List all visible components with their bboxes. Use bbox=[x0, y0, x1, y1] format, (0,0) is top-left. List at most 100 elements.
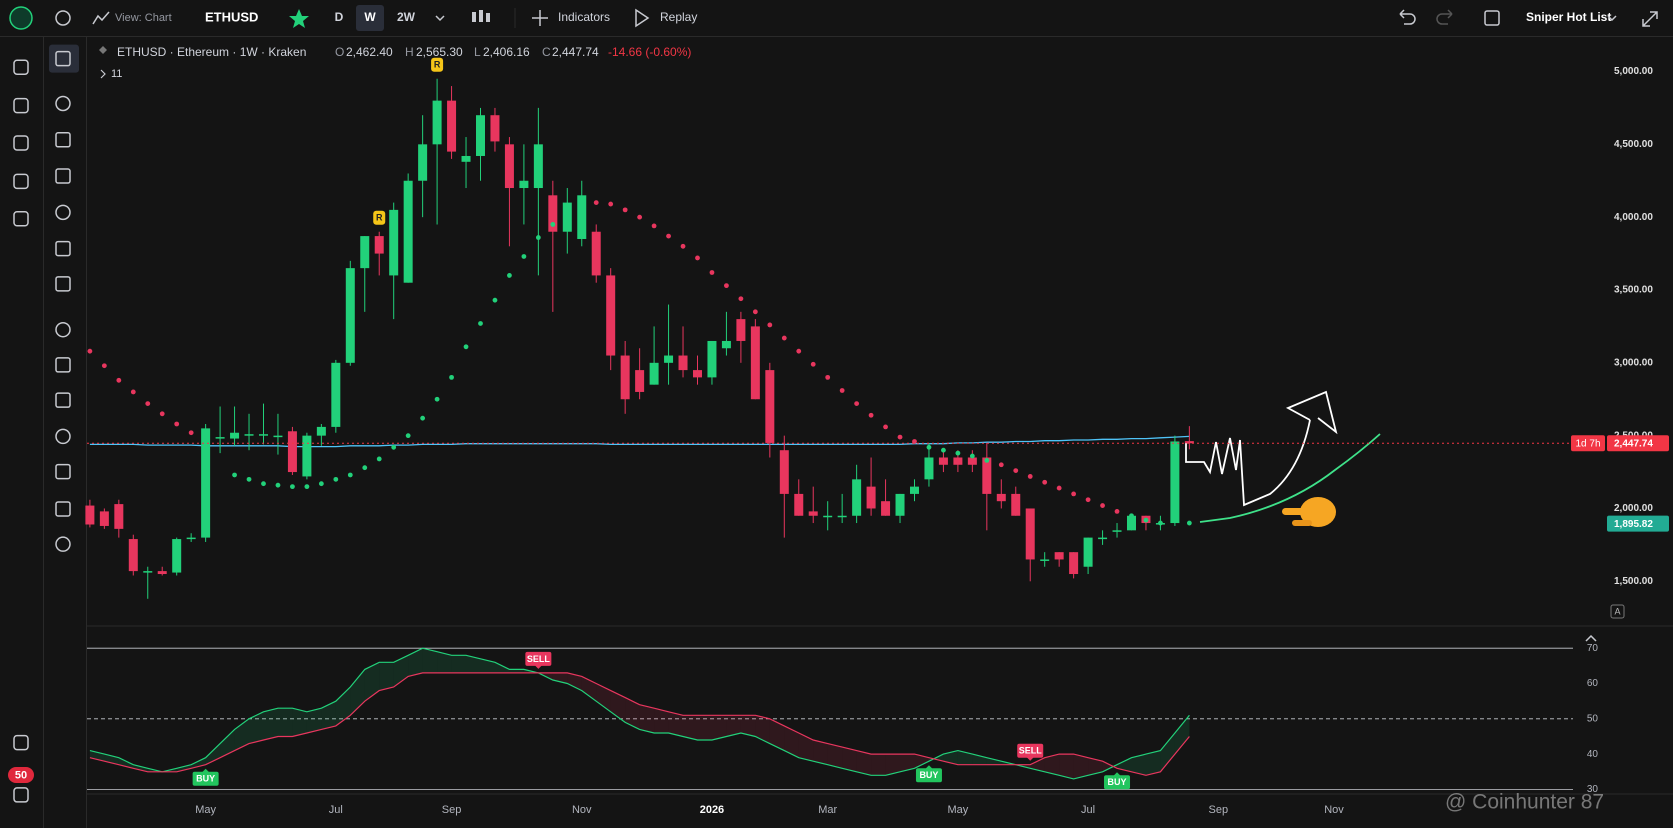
indicator-fill bbox=[871, 754, 886, 776]
sar-dot bbox=[695, 255, 700, 261]
candle-body bbox=[721, 340, 731, 349]
expand-indicators[interactable] bbox=[100, 69, 106, 79]
drawing-tool-button[interactable] bbox=[55, 204, 71, 221]
candle-body bbox=[678, 355, 688, 371]
indicator-fill bbox=[321, 701, 336, 730]
drawing-tool-button[interactable] bbox=[55, 95, 71, 112]
y-tick-label: 3,500.00 bbox=[1614, 285, 1653, 296]
auto-scale-button[interactable] bbox=[1610, 604, 1625, 619]
signal-text: SELL bbox=[527, 654, 551, 664]
drawing-tool-button[interactable] bbox=[55, 428, 71, 445]
sar-dot bbox=[781, 335, 787, 341]
sar-dot bbox=[449, 374, 454, 380]
signal-badge bbox=[1104, 775, 1131, 790]
indicator-fill bbox=[422, 648, 438, 673]
candle-body bbox=[577, 195, 587, 240]
indicator-fill bbox=[712, 715, 727, 740]
sar-dot bbox=[955, 450, 961, 456]
candle-body bbox=[1083, 537, 1093, 567]
drawing-tool-button[interactable] bbox=[55, 463, 71, 480]
sar-dot bbox=[1027, 474, 1033, 479]
drawing-tool-button[interactable] bbox=[55, 357, 71, 373]
fullscreen-button[interactable] bbox=[1642, 11, 1658, 27]
drawing-tool-button[interactable] bbox=[55, 132, 71, 148]
sidebar-button[interactable] bbox=[13, 173, 29, 190]
candle-body bbox=[418, 144, 428, 181]
settings-button[interactable] bbox=[55, 10, 71, 26]
drawing-arrow bbox=[1285, 390, 1338, 435]
drawing-tool-button[interactable] bbox=[55, 240, 71, 257]
indicator-fill bbox=[842, 747, 857, 772]
drawing-tool-button[interactable] bbox=[55, 536, 71, 552]
sar-dot bbox=[478, 321, 483, 326]
layout-button[interactable] bbox=[1484, 10, 1500, 26]
indicator-line bbox=[89, 672, 1190, 776]
sar-dot bbox=[463, 344, 469, 350]
sidebar-button[interactable] bbox=[13, 734, 29, 751]
drawing-tool-button[interactable] bbox=[55, 321, 71, 338]
drawing-tool-button[interactable] bbox=[55, 276, 71, 292]
sar-dot bbox=[304, 484, 310, 490]
symbol-button[interactable]: ETHUSD bbox=[205, 9, 258, 24]
sidebar-button[interactable] bbox=[13, 787, 29, 803]
indicator-fill bbox=[668, 711, 683, 737]
indicator-fill bbox=[986, 757, 1002, 765]
candle-body bbox=[128, 539, 138, 572]
candle-body bbox=[1025, 508, 1035, 560]
candle-body bbox=[606, 275, 616, 356]
hand-palm bbox=[1300, 497, 1336, 527]
indicator-fill bbox=[1088, 757, 1103, 776]
candle-body bbox=[982, 457, 992, 494]
sar-dot bbox=[420, 415, 426, 421]
sar-dot bbox=[174, 421, 180, 427]
sidebar-button[interactable] bbox=[13, 210, 29, 227]
sidebar-button[interactable] bbox=[13, 97, 29, 114]
drawing-tool-button[interactable] bbox=[55, 168, 71, 184]
interval-button[interactable]: 2W bbox=[397, 10, 416, 24]
redo-button[interactable] bbox=[1436, 9, 1453, 25]
candle-body bbox=[186, 537, 196, 540]
drawing-tool-button[interactable] bbox=[55, 392, 71, 408]
signal-text: BUY bbox=[1108, 777, 1127, 787]
indicator-count[interactable]: 11 bbox=[111, 68, 122, 80]
sar-dot bbox=[1056, 485, 1062, 491]
undo-button[interactable] bbox=[1399, 9, 1416, 25]
candle-body bbox=[461, 155, 471, 162]
indicator-fill bbox=[943, 750, 958, 765]
logo[interactable] bbox=[9, 6, 33, 30]
indicator-fill bbox=[509, 669, 524, 673]
candle-body bbox=[736, 319, 746, 341]
collapse-pane[interactable] bbox=[1585, 634, 1597, 642]
sar-dot bbox=[333, 476, 339, 482]
sar-dot bbox=[564, 214, 570, 220]
y-tick-label: 1,500.00 bbox=[1614, 576, 1653, 587]
candle-body bbox=[201, 428, 211, 538]
indicators-button[interactable]: Indicators bbox=[558, 10, 610, 24]
sar-dot bbox=[984, 458, 990, 463]
indicator-fill bbox=[1174, 715, 1190, 755]
candle-body bbox=[953, 457, 963, 465]
x-tick-label: Jul bbox=[1081, 804, 1095, 816]
replay-button[interactable]: Replay bbox=[660, 10, 697, 24]
price-label-bg bbox=[1607, 435, 1669, 452]
sar-dot bbox=[593, 200, 599, 205]
candle-body bbox=[533, 144, 543, 189]
drawing-tool-button[interactable] bbox=[55, 50, 71, 67]
sidebar-button[interactable] bbox=[13, 59, 29, 75]
watchlist-button[interactable]: Sniper Hot List bbox=[1526, 10, 1611, 24]
indicator-fill bbox=[726, 715, 741, 737]
notification-badge[interactable] bbox=[8, 767, 34, 783]
chart-type-button[interactable] bbox=[472, 10, 490, 22]
interval-button[interactable]: W bbox=[364, 10, 376, 24]
countdown-bg bbox=[1571, 435, 1605, 452]
signal-text: SELL bbox=[1019, 746, 1043, 756]
interval-dropdown[interactable] bbox=[435, 15, 445, 22]
interval-button[interactable]: D bbox=[335, 10, 344, 24]
sidebar-button[interactable] bbox=[13, 135, 29, 151]
view-button[interactable]: View: Chart bbox=[115, 12, 172, 24]
tool-active-bg bbox=[49, 44, 79, 73]
watchlist-dropdown[interactable] bbox=[1607, 15, 1617, 22]
drawing-tool-button[interactable] bbox=[55, 501, 71, 517]
favorite-star[interactable] bbox=[289, 9, 309, 28]
